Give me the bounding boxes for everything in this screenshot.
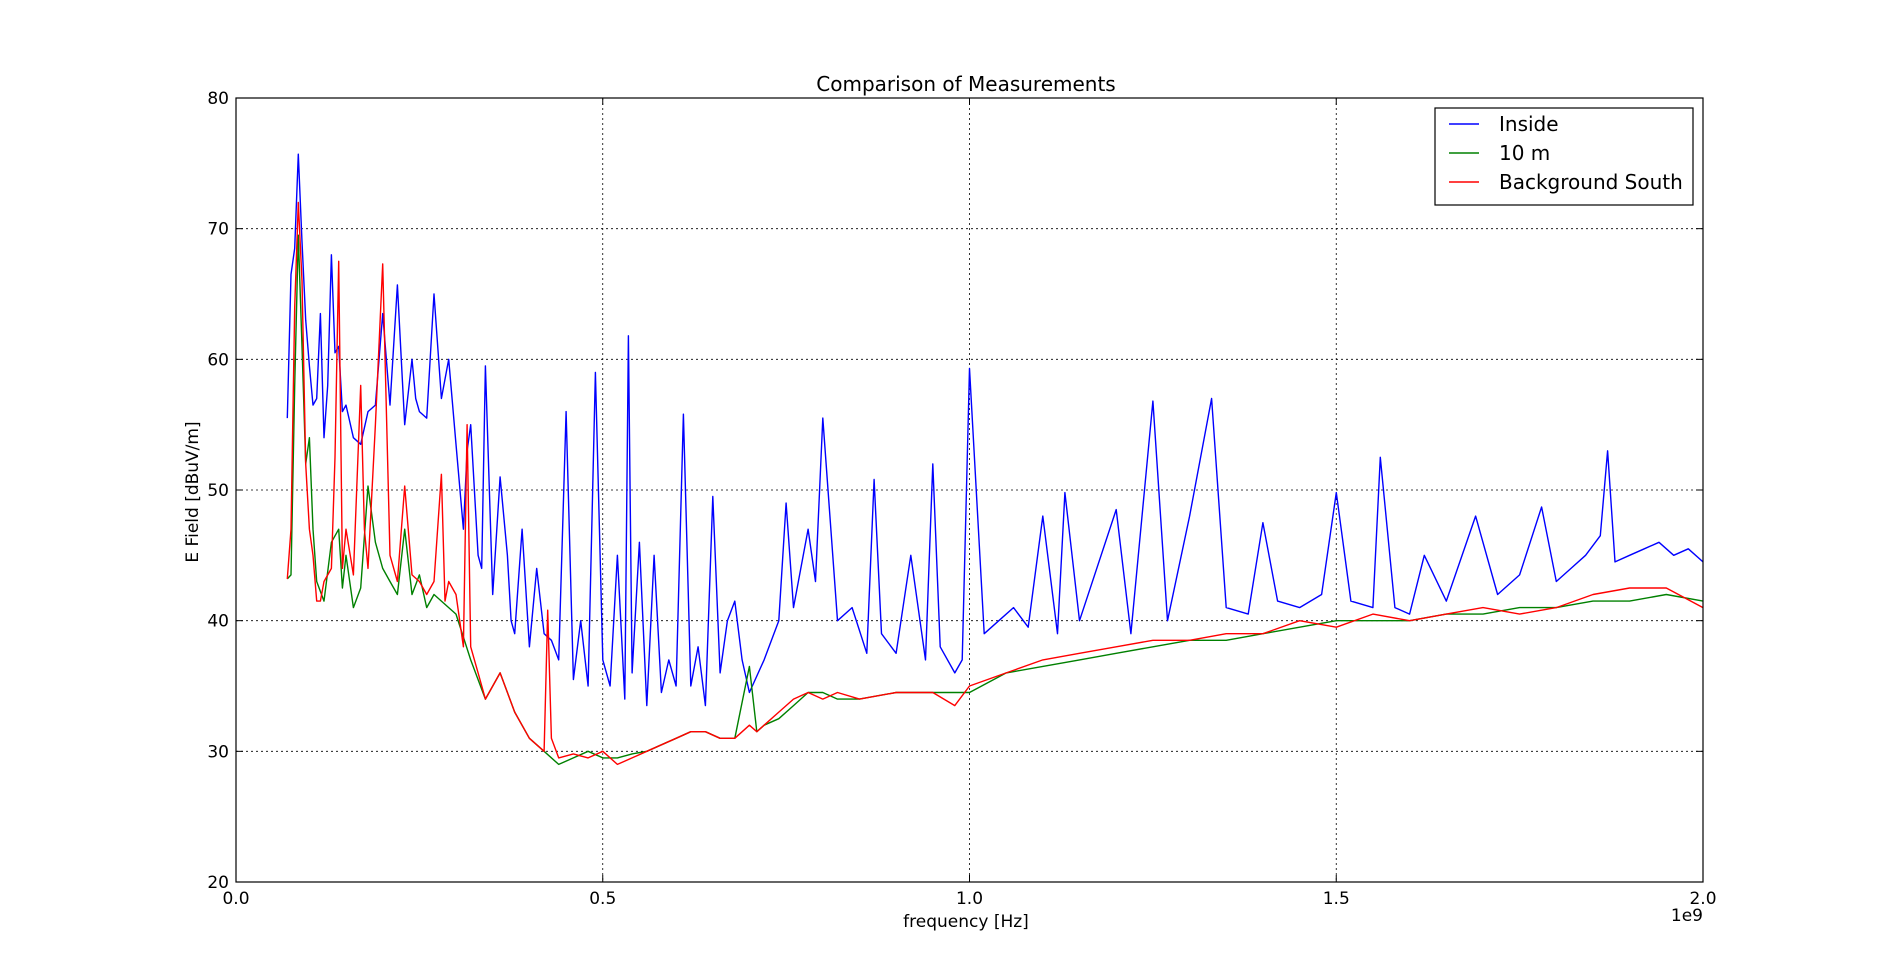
series-line-0 [286, 153, 1704, 707]
series-line-1 [286, 234, 1704, 766]
y-tick-label: 80 [207, 89, 229, 109]
x-tick-label: 1.5 [1323, 889, 1350, 909]
y-tick-label: 30 [207, 742, 229, 762]
x-axis-title: frequency [Hz] [903, 912, 1029, 932]
y-tick-label: 60 [207, 350, 229, 370]
y-tick-label: 20 [207, 873, 229, 893]
legend-label: 10 m [1499, 141, 1550, 165]
grid [236, 98, 1703, 882]
x-tick-label: 0.5 [589, 889, 616, 909]
y-tick-label: 40 [207, 612, 229, 632]
x-tick-label: 1.0 [956, 889, 983, 909]
y-tick-label: 50 [207, 481, 229, 501]
legend-label: Inside [1499, 112, 1559, 136]
axis-ticks: 0.0 0.5 1.0 1.5 2.0 20 30 40 50 60 70 80 [207, 89, 1716, 909]
x-offset-label: 1e9 [1671, 906, 1703, 926]
legend-label: Background South [1499, 170, 1683, 194]
series-line-2 [286, 201, 1704, 766]
legend: Inside 10 m Background South [1434, 107, 1694, 206]
x-tick-label: 0.0 [222, 889, 249, 909]
plot-series [286, 153, 1704, 766]
chart-title: Comparison of Measurements [816, 72, 1115, 96]
x-tick-label: 2.0 [1689, 889, 1716, 909]
y-tick-label: 70 [207, 220, 229, 240]
y-axis-title: E Field [dBuV/m] [183, 421, 203, 562]
